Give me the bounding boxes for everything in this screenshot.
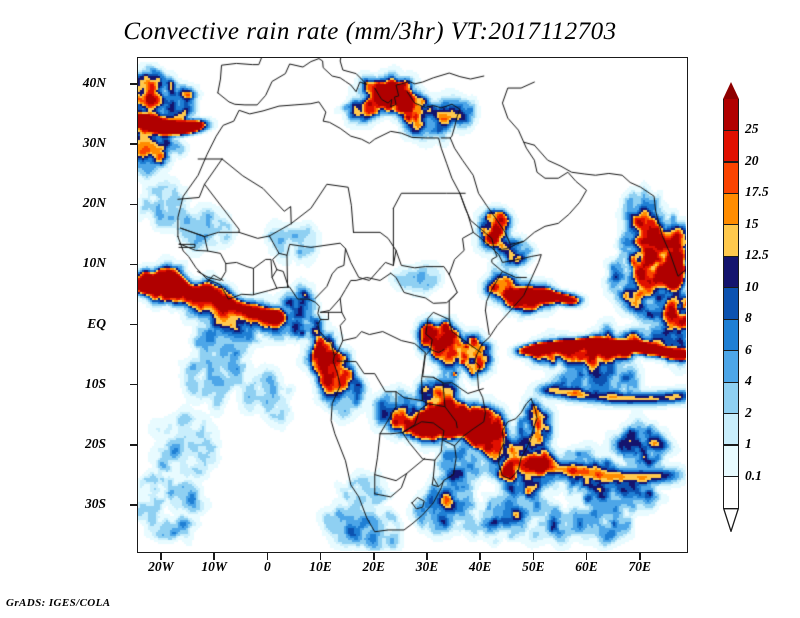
colorbar-divider [723,129,739,132]
footer-credit: GrADS: IGES/COLA [6,597,111,609]
colorbar-tick-label: 15 [745,215,759,231]
colorbar-tick-label: 4 [745,373,752,389]
colorbar-divider [723,318,739,320]
y-axis-label: 20S [84,435,106,451]
y-axis-tick [130,83,137,85]
page-title: Convective rain rate (mm/3hr) VT:2017112… [123,18,617,45]
colorbar-divider [723,381,739,383]
colorbar-tick-label: 8 [745,310,752,326]
y-axis-tick [130,383,137,386]
x-axis-label: 40E [468,559,492,574]
colorbar-tick-label: 25 [745,121,759,137]
colorbar-band [723,256,739,289]
colorbar-divider [723,287,739,289]
y-axis-label: 10N [82,255,106,271]
x-axis-tick [319,553,322,560]
y-axis-label: 40N [82,75,106,91]
colorbar-tick-label: 1 [745,436,752,452]
colorbar-band [723,319,739,352]
colorbar-band [723,382,739,414]
x-axis-label: 50E [522,559,545,574]
y-axis-tick [130,203,137,206]
colorbar-tick-label: 17.5 [745,184,769,200]
x-axis-label: 60E [575,559,598,574]
colorbar-tick-label: 2 [745,404,752,420]
colorbar-band [723,99,739,131]
x-axis-label: 20E [362,559,386,574]
x-axis-label: 10E [309,559,332,574]
colorbar-divider [723,475,739,478]
x-axis-label: 0 [263,559,271,574]
colorbar-band [723,445,739,477]
colorbar-band [723,130,739,163]
x-axis-tick [266,553,269,560]
y-axis-label: 20N [82,195,106,211]
colorbar-band [723,476,739,509]
y-axis-label: 10S [84,375,106,391]
x-axis-label: 70E [628,559,652,574]
y-axis-label: 30S [84,495,106,511]
x-axis-tick [479,553,481,560]
map-plot-area [137,57,688,553]
x-axis-tick [585,553,588,560]
country-borders [138,58,686,551]
y-axis-tick [130,504,137,506]
colorbar-divider [723,161,739,163]
x-axis-label: 10W [201,559,227,574]
colorbar-divider [723,255,739,257]
colorbar-band [723,193,739,226]
y-axis-label: EQ [87,315,106,331]
colorbar-high-arrow [723,82,739,99]
colorbar-tick-label: 0.1 [745,467,762,483]
colorbar-band [723,350,739,383]
x-axis-label: 20W [148,559,174,574]
colorbar-divider [723,224,739,226]
y-axis-tick [130,263,137,266]
colorbar-divider [723,444,739,446]
x-axis-label: 30E [415,559,439,574]
colorbar-band [723,413,739,446]
colorbar-tick-label: 6 [745,341,752,357]
colorbar-band [723,161,739,194]
x-axis-tick [639,553,641,560]
colorbar-band [723,287,739,320]
x-axis-tick [373,553,375,560]
x-axis-tick [213,553,215,560]
colorbar-tick-label: 12.5 [745,247,769,263]
colorbar-divider [723,412,739,415]
colorbar-low-arrow [723,508,739,532]
y-axis-tick [130,143,137,145]
colorbar-band [723,224,739,257]
colorbar [723,99,739,509]
y-axis-tick [130,444,137,446]
x-axis-tick [532,553,535,560]
y-axis-label: 30N [82,135,106,151]
y-axis-tick [130,323,137,326]
colorbar-tick-label: 20 [745,152,759,168]
x-axis-tick [160,553,162,560]
colorbar-divider [723,192,739,195]
colorbar-tick-label: 10 [745,278,759,294]
x-axis-tick [426,553,428,560]
colorbar-divider [723,350,739,352]
